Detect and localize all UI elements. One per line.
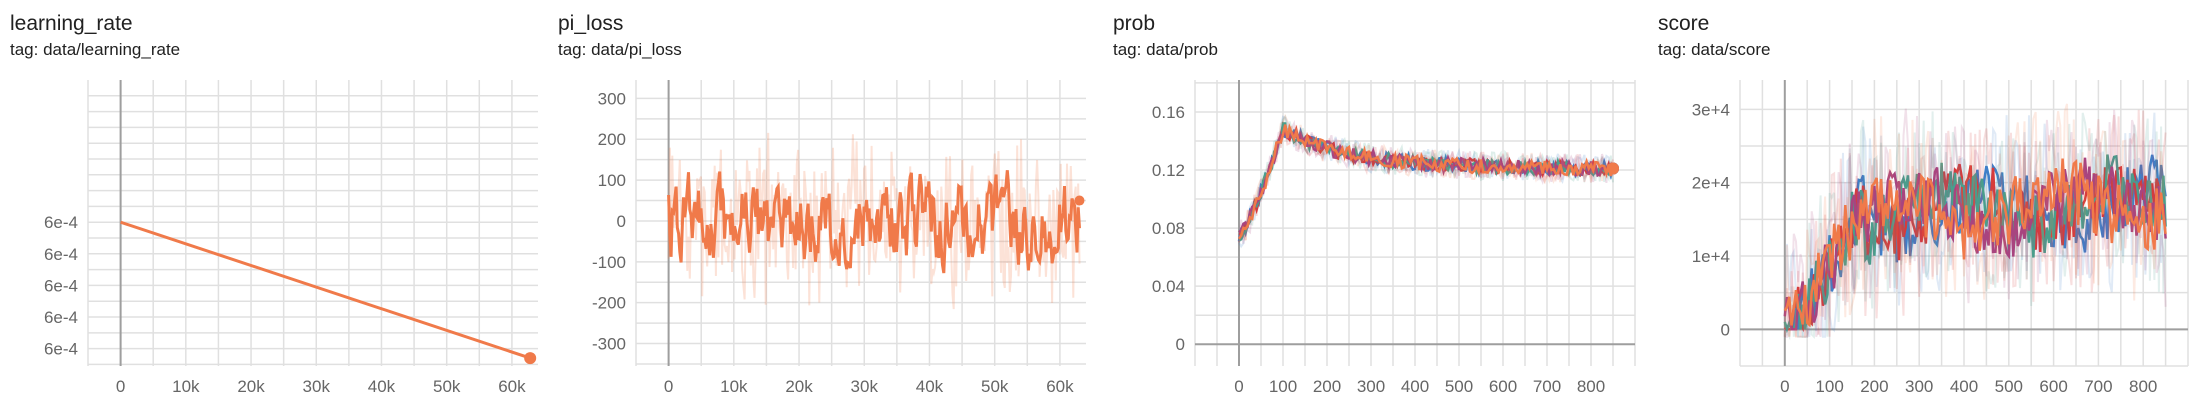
chart-subtitle: tag: data/pi_loss	[558, 40, 682, 59]
series-raw-line	[1238, 129, 1614, 243]
series-line	[667, 170, 1081, 274]
x-tick-label: 0	[664, 377, 673, 396]
y-tick-label: 6e-4	[44, 340, 78, 359]
x-tick-label: 60k	[498, 377, 526, 396]
x-tick-label: 50k	[981, 377, 1009, 396]
chart-subtitle: tag: data/learning_rate	[10, 40, 181, 59]
x-tick-label: 0	[1234, 377, 1243, 396]
y-tick-label: -200	[592, 294, 626, 313]
series-line	[1237, 123, 1615, 240]
x-tick-label: 200	[1860, 377, 1888, 396]
y-tick-label: 0.08	[1152, 219, 1185, 238]
x-tick-label: 30k	[303, 377, 331, 396]
series-line	[1783, 158, 2167, 328]
x-tick-label: 100	[1269, 377, 1297, 396]
y-tick-label: 6e-4	[44, 213, 78, 232]
y-tick-label: 0.12	[1152, 161, 1185, 180]
chart-subtitle: tag: data/prob	[1113, 40, 1218, 59]
chart-title: pi_loss	[558, 12, 624, 35]
y-tick-label: -300	[592, 335, 626, 354]
x-tick-label: 800	[1577, 377, 1605, 396]
chart-prob-plot: 0 100 200 300 400 500 600 700 800 0.16 0.12 0.08 0.0…	[1152, 80, 1636, 396]
x-tick-label: 50k	[433, 377, 461, 396]
chart-title: prob	[1113, 12, 1156, 35]
x-tick-label: 400	[1401, 377, 1429, 396]
chart-title: score	[1658, 12, 1710, 35]
x-tick-label: 100	[1815, 377, 1843, 396]
chart-title: learning_rate	[10, 12, 133, 35]
series-end-marker	[1607, 162, 1619, 175]
x-tick-label: 700	[2084, 377, 2112, 396]
y-tick-label: 0.04	[1152, 277, 1185, 296]
y-tick-label: 0	[1721, 320, 1730, 339]
x-tick-label: 20k	[237, 377, 265, 396]
chart-score-plot: 0 100 200 300 400 500 600 700 800 3e+4 2e+4 1e+4 0	[1692, 80, 2189, 396]
x-tick-label: 600	[2039, 377, 2067, 396]
y-tick-label: 6e-4	[44, 276, 78, 295]
series-end-marker	[524, 352, 537, 365]
chart-panel-score: score tag: data/score 0 100 200 300 400 500 60…	[1648, 0, 2194, 408]
y-tick-label: 0.16	[1152, 103, 1185, 122]
y-tick-label: 100	[598, 171, 626, 190]
x-tick-label: 800	[2129, 377, 2157, 396]
chart-learning-rate-plot: 0 10k 20k 30k 40k 50k 60k 6e-4 6e-4 6e-4 6e-4 6e-4	[44, 80, 538, 396]
x-tick-label: 10k	[172, 377, 200, 396]
y-tick-label: -100	[592, 253, 626, 272]
chart-pi-loss-plot: 0 10k 20k 30k 40k 50k 60k 300 200 100 0 -100 -200 -30…	[592, 80, 1086, 396]
y-tick-label: 0	[1176, 335, 1185, 354]
y-tick-label: 2e+4	[1692, 174, 1730, 193]
x-tick-label: 10k	[720, 377, 748, 396]
y-tick-label: 1e+4	[1692, 247, 1730, 266]
x-tick-label: 0	[116, 377, 125, 396]
series-end-marker	[1074, 195, 1085, 206]
x-tick-label: 30k	[851, 377, 879, 396]
x-tick-label: 20k	[785, 377, 813, 396]
chart-panel-prob: prob tag: data/prob 0 100 200 300 400 500 600 7…	[1103, 0, 1651, 408]
x-tick-label: 400	[1950, 377, 1978, 396]
series-line	[120, 220, 531, 360]
x-tick-label: 200	[1313, 377, 1341, 396]
chart-panel-learning-rate: learning_rate tag: data/learning_rate 0 1…	[0, 0, 548, 408]
y-tick-label: 0	[617, 212, 626, 231]
chart-subtitle: tag: data/score	[1658, 40, 1771, 59]
x-tick-label: 300	[1905, 377, 1933, 396]
x-tick-label: 60k	[1046, 377, 1074, 396]
y-tick-label: 6e-4	[44, 308, 78, 327]
series-raw-line	[1238, 113, 1614, 243]
x-tick-label: 500	[1445, 377, 1473, 396]
x-tick-label: 0	[1780, 377, 1789, 396]
y-tick-label: 6e-4	[44, 245, 78, 264]
series-raw-line	[667, 132, 1081, 310]
x-tick-label: 500	[1995, 377, 2023, 396]
x-tick-label: 600	[1489, 377, 1517, 396]
x-tick-label: 40k	[916, 377, 944, 396]
x-tick-label: 300	[1357, 377, 1385, 396]
y-tick-label: 3e+4	[1692, 100, 1730, 119]
x-tick-label: 40k	[368, 377, 396, 396]
y-tick-label: 200	[598, 130, 626, 149]
chart-panel-pi-loss: pi_loss tag: data/pi_loss 0 10k 20k 30k 40k 5…	[548, 0, 1096, 408]
x-tick-label: 700	[1533, 377, 1561, 396]
y-tick-label: 300	[598, 89, 626, 108]
